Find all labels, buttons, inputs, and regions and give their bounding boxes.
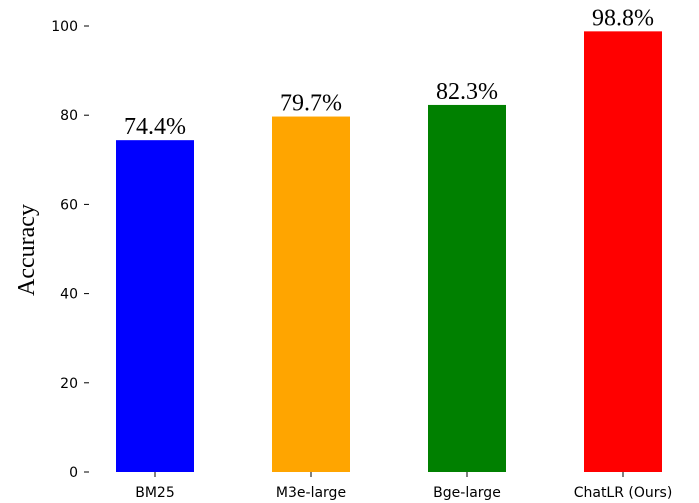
x-axis: BM25 M3e-large Bge-large ChatLR (Ours): [135, 472, 672, 501]
y-axis: 0 20 40 60 80 100: [51, 19, 89, 481]
bars: [116, 31, 662, 473]
bar-value-label: 79.7%: [280, 91, 342, 117]
y-tick-label: 0: [69, 465, 78, 481]
y-tick-label: 20: [60, 376, 78, 392]
y-tick-label: 40: [60, 287, 78, 303]
value-labels: 74.4% 79.7% 82.3% 98.8%: [124, 5, 654, 140]
bar-chatlr-ours: [584, 31, 662, 473]
y-tick-label: 60: [60, 197, 78, 213]
y-tick-label: 80: [60, 108, 78, 124]
bar-bge-large: [428, 104, 506, 472]
y-tick-label: 100: [51, 19, 78, 35]
bar-value-label: 82.3%: [436, 79, 498, 105]
bar-value-label: 74.4%: [124, 114, 186, 140]
bar-bm25: [116, 140, 194, 472]
y-axis-label: Accuracy: [14, 204, 40, 296]
bar-value-label: 98.8%: [592, 5, 654, 31]
x-tick-label: ChatLR (Ours): [574, 485, 673, 501]
x-tick-label: Bge-large: [433, 485, 501, 501]
bar-m3e-large: [272, 116, 350, 473]
x-tick-label: BM25: [135, 485, 175, 501]
x-tick-label: M3e-large: [276, 485, 346, 501]
